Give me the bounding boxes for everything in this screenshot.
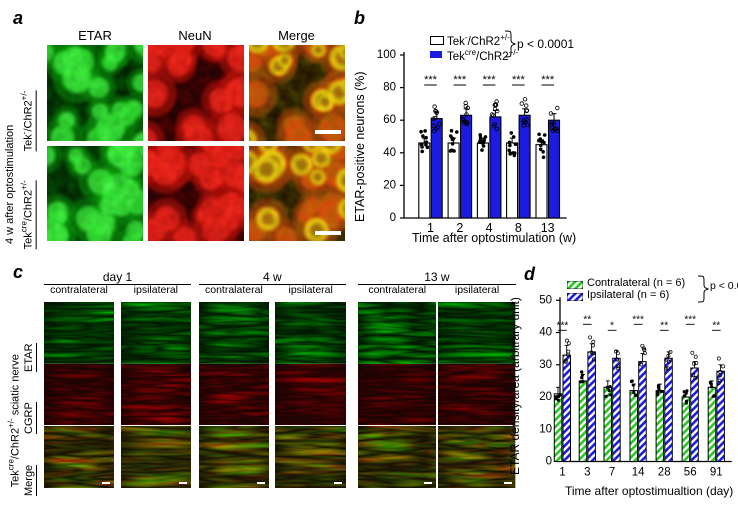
- svg-text:10: 10: [539, 423, 552, 435]
- svg-text:0: 0: [546, 456, 552, 468]
- svg-text:80: 80: [383, 82, 396, 94]
- svg-text:**: **: [583, 314, 591, 325]
- svg-text:14: 14: [632, 467, 645, 479]
- svg-text:13: 13: [541, 221, 555, 235]
- svg-text:4: 4: [486, 221, 493, 235]
- svg-text:***: ***: [483, 74, 497, 86]
- svg-text:***: ***: [557, 320, 569, 331]
- svg-text:***: ***: [541, 74, 555, 86]
- svg-text:***: ***: [512, 74, 526, 86]
- svg-text:3: 3: [584, 467, 590, 479]
- svg-text:30: 30: [539, 359, 552, 371]
- svg-text:1: 1: [559, 467, 565, 479]
- svg-text:60: 60: [383, 114, 396, 126]
- svg-text:20: 20: [383, 179, 396, 191]
- svg-text:**: **: [660, 320, 668, 331]
- svg-text:20: 20: [539, 391, 552, 403]
- svg-text:28: 28: [658, 467, 671, 479]
- svg-text:*: *: [610, 320, 614, 331]
- svg-text:40: 40: [383, 147, 396, 159]
- svg-text:50: 50: [539, 294, 552, 306]
- svg-text:100: 100: [377, 49, 396, 61]
- svg-text:***: ***: [424, 74, 438, 86]
- svg-text:0: 0: [390, 212, 396, 224]
- svg-text:8: 8: [515, 221, 522, 235]
- svg-text:7: 7: [609, 467, 615, 479]
- svg-text:40: 40: [539, 327, 552, 339]
- svg-text:***: ***: [632, 314, 644, 325]
- svg-text:***: ***: [453, 74, 467, 86]
- svg-text:**: **: [712, 320, 720, 331]
- svg-text:2: 2: [456, 221, 463, 235]
- svg-text:56: 56: [684, 467, 697, 479]
- svg-text:91: 91: [710, 467, 723, 479]
- svg-text:***: ***: [684, 314, 696, 325]
- svg-text:1: 1: [427, 221, 434, 235]
